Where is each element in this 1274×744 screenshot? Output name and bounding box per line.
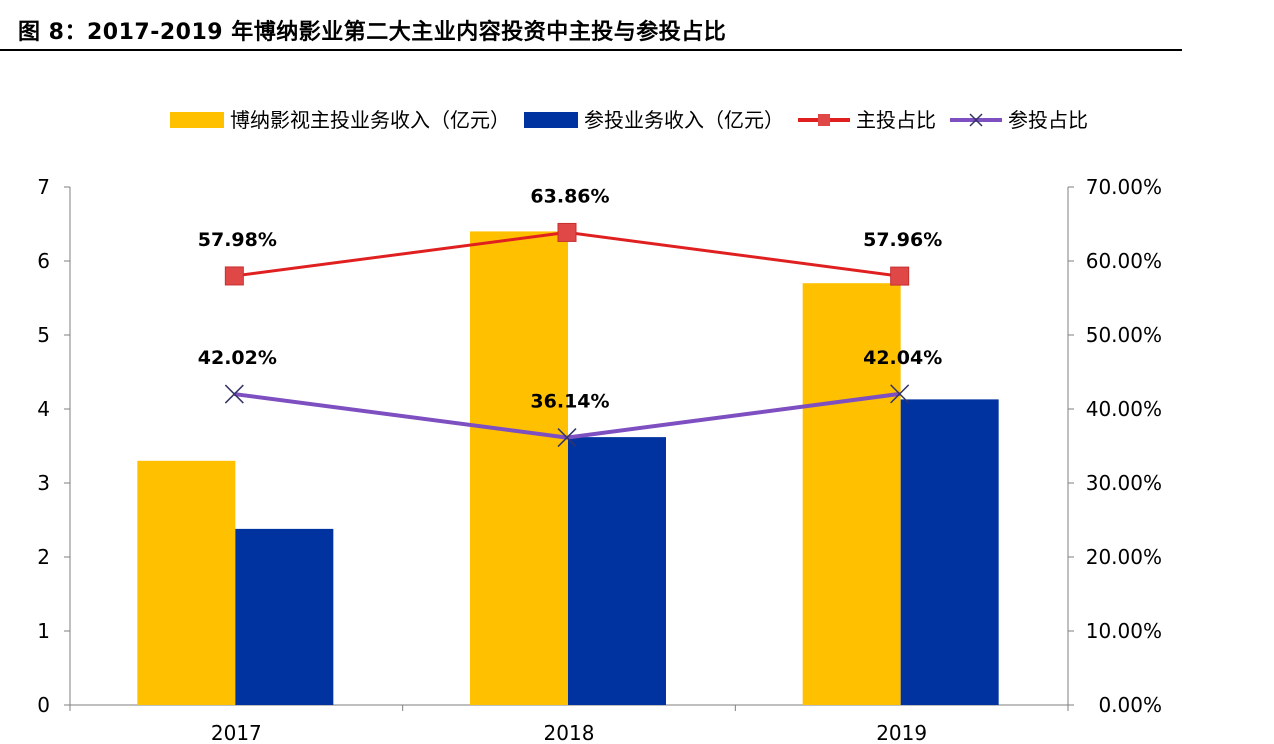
chart-legend: 博纳影视主投业务收入（亿元） 参投业务收入（亿元） 主投占比 参投占比 xyxy=(170,108,1088,132)
figure-title: 图 8：2017-2019 年博纳影业第二大主业内容投资中主投与参投占比 xyxy=(18,20,727,45)
y-right-tick-label: 30.00% xyxy=(1086,471,1162,495)
y-right-tick-label: 10.00% xyxy=(1086,619,1162,643)
legend-marker-square xyxy=(818,114,830,126)
y-left-tick-label: 6 xyxy=(37,249,50,273)
marker-stroke xyxy=(557,428,577,448)
bar xyxy=(235,528,334,705)
bar-series xyxy=(137,231,999,705)
y-left-tick-label: 4 xyxy=(37,397,50,421)
marker-stroke xyxy=(890,384,910,404)
point-marker-square xyxy=(224,266,244,286)
bar xyxy=(802,283,901,705)
y-left-tick-label: 1 xyxy=(37,619,50,643)
y-right-tick-label: 70.00% xyxy=(1086,175,1162,199)
x-tick-label: 2018 xyxy=(544,721,595,744)
x-tick-label: 2017 xyxy=(211,721,262,744)
legend-marker-x xyxy=(969,113,983,127)
legend-label: 博纳影视主投业务收入（亿元） xyxy=(230,108,510,132)
bar xyxy=(568,437,666,705)
y-right-tick-label: 0.00% xyxy=(1098,693,1162,717)
point-marker-square xyxy=(557,222,577,242)
data-labels: 57.98% 63.86% 57.96% 42.02% 36.14% 42.04% xyxy=(198,185,942,412)
y-left-tick-label: 5 xyxy=(37,323,50,347)
point-marker-square xyxy=(890,266,910,286)
data-label: 57.98% xyxy=(198,229,277,251)
y-right-tick-label: 60.00% xyxy=(1086,249,1162,273)
y-left-tick-label: 7 xyxy=(37,175,50,199)
title-rule xyxy=(0,49,1182,51)
y-right-tick-label: 20.00% xyxy=(1086,545,1162,569)
legend-label: 参投占比 xyxy=(1008,108,1088,132)
point-marker-x xyxy=(890,384,910,404)
point-marker-x xyxy=(557,428,577,448)
bar xyxy=(470,231,568,705)
point-marker-x xyxy=(224,384,244,404)
legend-label: 参投业务收入（亿元） xyxy=(584,108,784,132)
legend-swatch xyxy=(170,112,224,128)
data-label: 36.14% xyxy=(530,391,609,413)
y-left-tick-label: 2 xyxy=(37,545,50,569)
bar xyxy=(900,399,999,705)
data-label: 42.02% xyxy=(198,347,277,369)
y-right-tick-label: 50.00% xyxy=(1086,323,1162,347)
data-label: 63.86% xyxy=(530,185,609,207)
data-label: 42.04% xyxy=(863,347,942,369)
marker-stroke xyxy=(224,384,244,404)
y-right-tick-label: 40.00% xyxy=(1086,397,1162,421)
legend-label: 主投占比 xyxy=(856,108,936,132)
data-label: 57.96% xyxy=(863,229,942,251)
line-series xyxy=(224,222,910,448)
x-tick-label: 2019 xyxy=(876,721,927,744)
legend-swatch xyxy=(524,112,578,128)
bar xyxy=(137,460,236,705)
y-left-tick-label: 0 xyxy=(37,693,50,717)
y-left-tick-label: 3 xyxy=(37,471,50,495)
